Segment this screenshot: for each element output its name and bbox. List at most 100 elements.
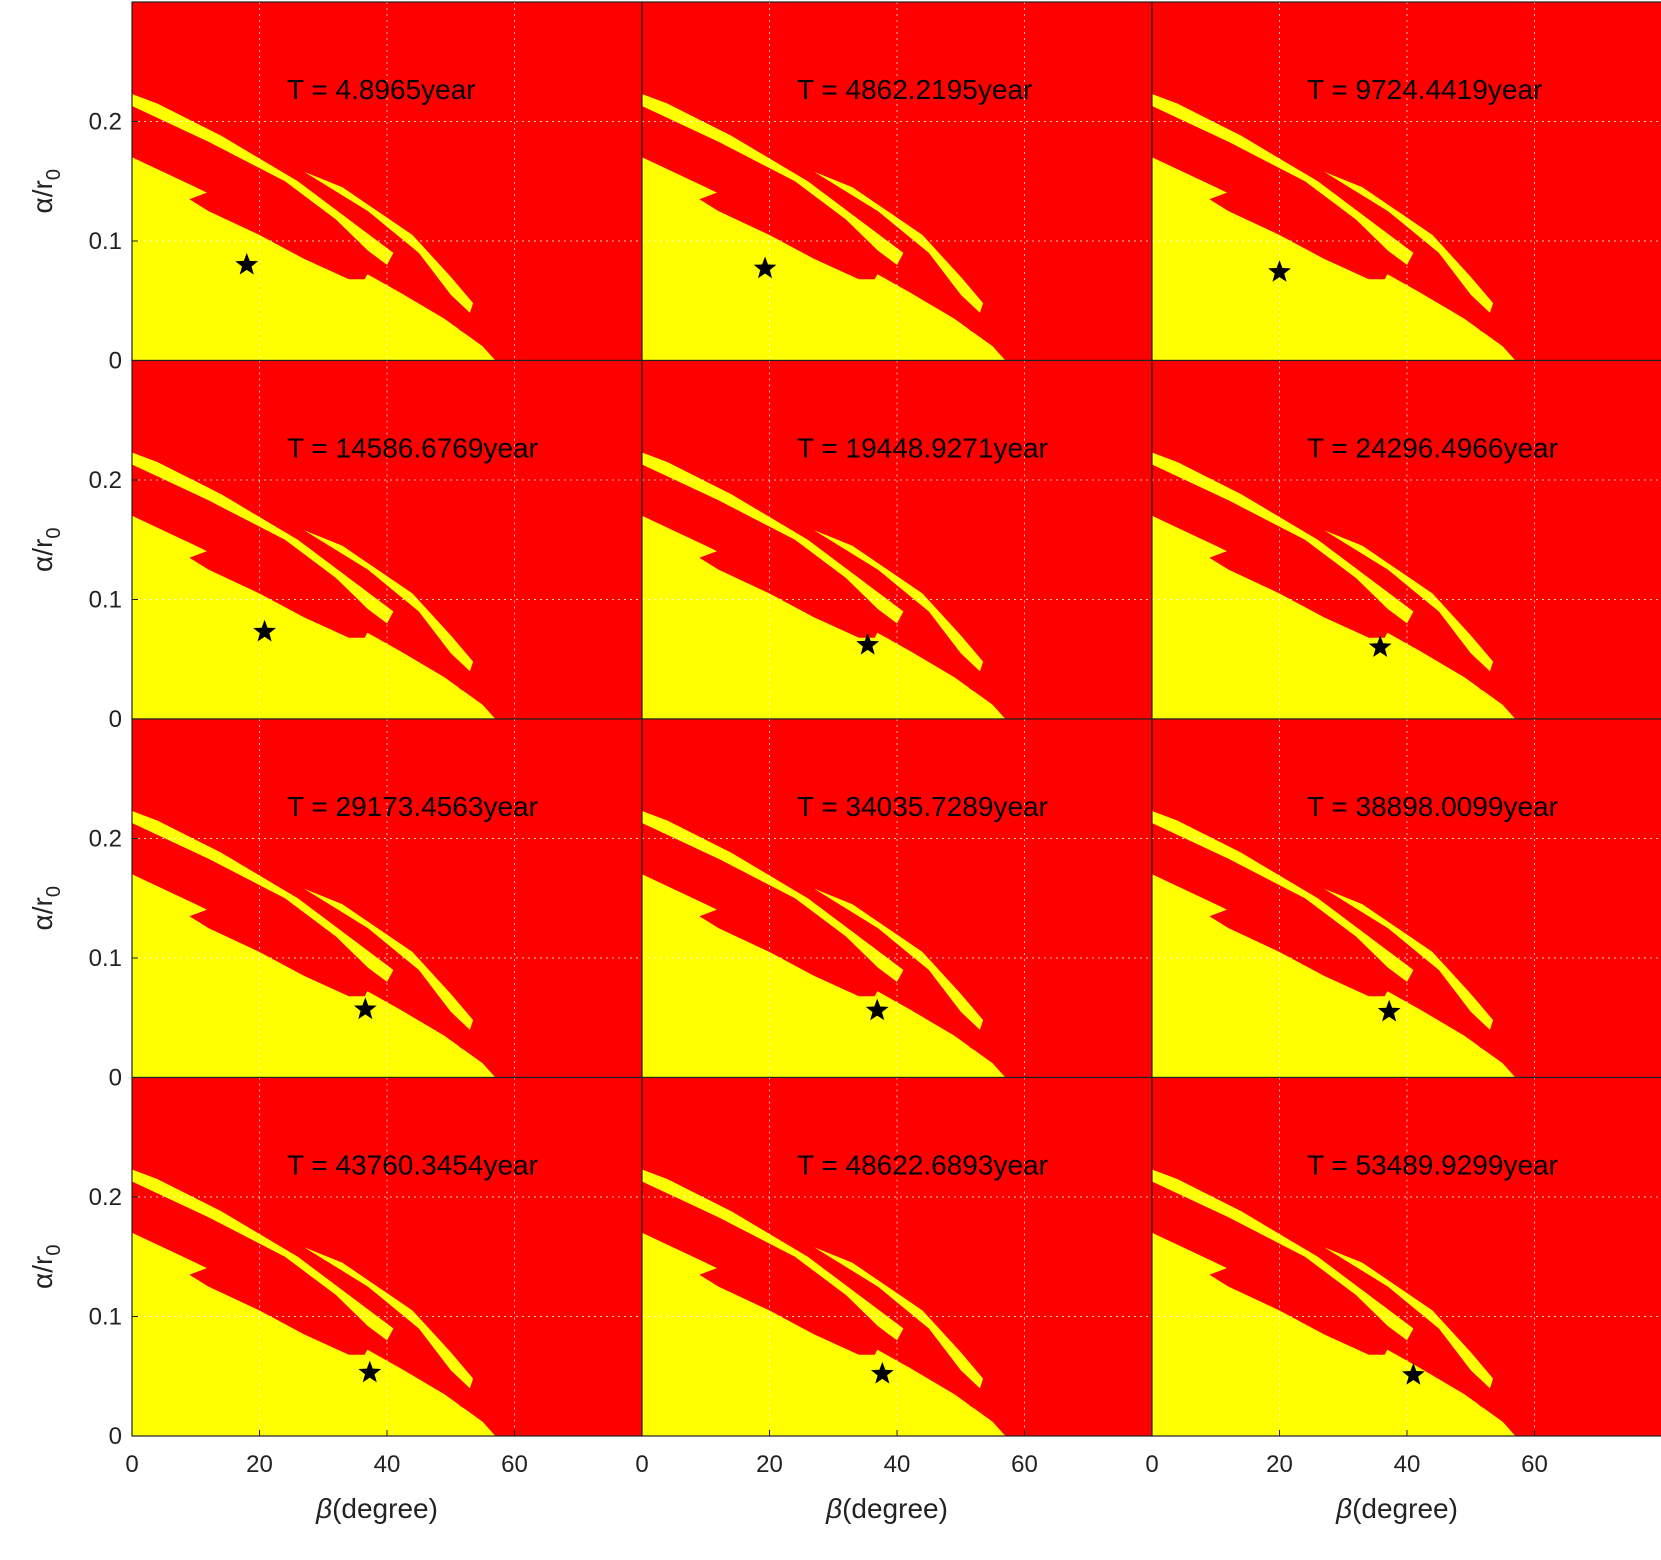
- y-axis-label-subscript: 0: [43, 1245, 65, 1256]
- star-marker: [1377, 999, 1401, 1022]
- panel-title: T = 43760.3454year: [287, 1150, 538, 1181]
- stable-upper-band: [642, 94, 904, 265]
- unstable-tongue: [189, 186, 368, 280]
- panel-title: T = 48622.6893year: [797, 1150, 1048, 1181]
- y-axis-label-subscript: 0: [43, 169, 65, 180]
- star-marker: [235, 252, 259, 275]
- stable-thin-band: [304, 530, 474, 672]
- x-tick-label: 40: [1394, 1451, 1421, 1478]
- star-marker: [870, 1361, 894, 1384]
- stable-thin-band: [814, 171, 984, 313]
- y-tick-label: 0: [109, 348, 122, 375]
- y-tick-label: 0.2: [89, 109, 122, 136]
- y-tick-label: 0.1: [89, 945, 122, 972]
- panel-title: T = 24296.4966year: [1307, 433, 1558, 464]
- x-axis-label-var: β: [315, 1493, 332, 1524]
- x-axis-label: β(degree): [1335, 1493, 1458, 1524]
- stable-upper-band: [642, 811, 904, 982]
- y-axis-label-main: α/r: [27, 1256, 58, 1289]
- x-tick-label: 60: [1011, 1451, 1038, 1478]
- unstable-sliver: [390, 975, 467, 1052]
- x-tick-label: 0: [1145, 1451, 1158, 1478]
- panel-5: T = 19448.9271year: [641, 359, 1153, 720]
- x-axis-label-unit: (degree): [1352, 1493, 1458, 1524]
- unstable-sliver: [1410, 975, 1487, 1052]
- unstable-tongue: [699, 544, 878, 638]
- unstable-sliver: [390, 1334, 467, 1410]
- unstable-tongue: [699, 186, 878, 280]
- panel-8: T = 34035.7289year: [641, 718, 1153, 1079]
- unstable-tongue: [699, 903, 878, 997]
- star-marker: [1401, 1363, 1425, 1385]
- y-tick-label: 0: [109, 706, 122, 733]
- y-axis-label-subscript: 0: [43, 528, 65, 539]
- x-tick-label: 20: [756, 1451, 783, 1478]
- unstable-sliver: [900, 975, 977, 1052]
- star-marker: [1368, 635, 1392, 658]
- unstable-tongue: [189, 1261, 368, 1355]
- panel-12: T = 53489.9299year 0 20 40 60 β(degree): [1145, 1076, 1661, 1524]
- stable-upper-band: [642, 1169, 904, 1341]
- unstable-sliver: [1410, 258, 1487, 335]
- x-axis-label-var: β: [825, 1493, 842, 1524]
- stable-upper-band: [132, 1169, 394, 1341]
- y-tick-label: 0.1: [89, 228, 122, 255]
- unstable-tongue: [699, 1261, 878, 1355]
- panel-3: T = 9724.4419year: [1151, 1, 1661, 362]
- panel-11: T = 48622.6893year 0 20 40 60 β(degree): [635, 1076, 1153, 1524]
- stable-thin-band: [814, 530, 984, 672]
- panel-2: T = 4862.2195year: [641, 1, 1153, 362]
- unstable-tongue: [189, 544, 368, 638]
- y-axis-label: α/r0: [27, 169, 65, 213]
- y-tick-label: 0.1: [89, 587, 122, 614]
- panel-title: T = 4.8965year: [287, 74, 476, 105]
- unstable-sliver: [900, 1334, 977, 1410]
- star-marker: [253, 619, 277, 642]
- stable-thin-band: [304, 1247, 474, 1389]
- stable-thin-band: [304, 171, 474, 313]
- unstable-tongue: [1209, 1261, 1388, 1355]
- unstable-tongue: [189, 903, 368, 997]
- star-marker: [856, 632, 880, 655]
- x-tick-label: 20: [246, 1451, 273, 1478]
- star-marker: [358, 1360, 382, 1383]
- unstable-sliver: [900, 617, 977, 693]
- stable-thin-band: [1324, 1247, 1494, 1389]
- x-axis-label-unit: (degree): [842, 1493, 948, 1524]
- unstable-sliver: [1410, 1334, 1487, 1410]
- star-marker: [865, 998, 889, 1021]
- x-tick-label: 60: [501, 1451, 528, 1478]
- y-tick-label: 0.1: [89, 1304, 122, 1331]
- unstable-tongue: [1209, 186, 1388, 280]
- panel-6: T = 24296.4966year: [1151, 359, 1661, 720]
- stable-upper-band: [1152, 94, 1414, 265]
- stable-thin-band: [1324, 530, 1494, 672]
- stable-upper-band: [1152, 452, 1414, 624]
- y-tick-label: 0.2: [89, 826, 122, 853]
- panel-title: T = 4862.2195year: [797, 74, 1032, 105]
- stable-thin-band: [814, 888, 984, 1030]
- unstable-tongue: [1209, 544, 1388, 638]
- star-marker: [353, 997, 377, 1020]
- panel-title: T = 19448.9271year: [797, 433, 1048, 464]
- unstable-sliver: [1410, 617, 1487, 693]
- x-tick-label: 20: [1266, 1451, 1293, 1478]
- unstable-tongue: [1209, 903, 1388, 997]
- y-axis-label: α/r0: [27, 886, 65, 930]
- panel-title: T = 14586.6769year: [287, 433, 538, 464]
- x-tick-label: 60: [1521, 1451, 1548, 1478]
- y-tick-label: 0.2: [89, 467, 122, 494]
- panel-1: T = 4.8965year 0 0.1 0.2 α/r0: [27, 1, 643, 375]
- y-axis-label-main: α/r: [27, 897, 58, 930]
- y-tick-label: 0: [109, 1423, 122, 1450]
- x-tick-label: 40: [374, 1451, 401, 1478]
- y-axis-label: α/r0: [27, 1245, 65, 1289]
- y-axis-label: α/r0: [27, 528, 65, 572]
- stable-thin-band: [304, 888, 474, 1030]
- stable-upper-band: [132, 452, 394, 624]
- panel-title: T = 38898.0099year: [1307, 791, 1558, 822]
- unstable-sliver: [390, 617, 467, 693]
- stable-thin-band: [814, 1247, 984, 1389]
